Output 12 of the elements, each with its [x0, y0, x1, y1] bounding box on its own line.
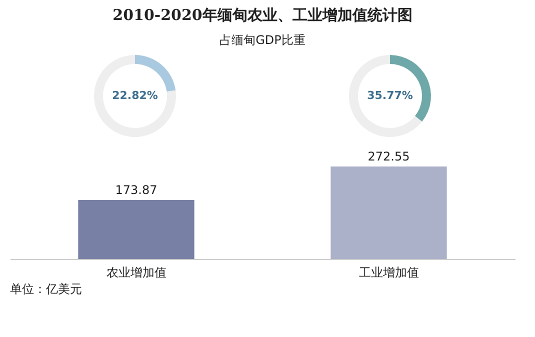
text: 单位：亿美元	[10, 282, 82, 296]
text: 22.82%	[112, 89, 158, 102]
donut-slice	[135, 55, 176, 92]
donut-slice	[349, 55, 422, 137]
text: 2010-2020年缅甸农业、工业增加值统计图	[112, 6, 412, 24]
text: 35.77%	[367, 89, 413, 102]
data-label: 173.87	[115, 183, 158, 198]
donut-slice	[94, 55, 176, 137]
data-label: 272.55	[368, 150, 410, 164]
text: 占缅甸GDP比重	[220, 33, 306, 47]
x-tick-label: 工业增加值	[358, 266, 419, 280]
x-tick-label: 农业增加值	[106, 266, 166, 280]
